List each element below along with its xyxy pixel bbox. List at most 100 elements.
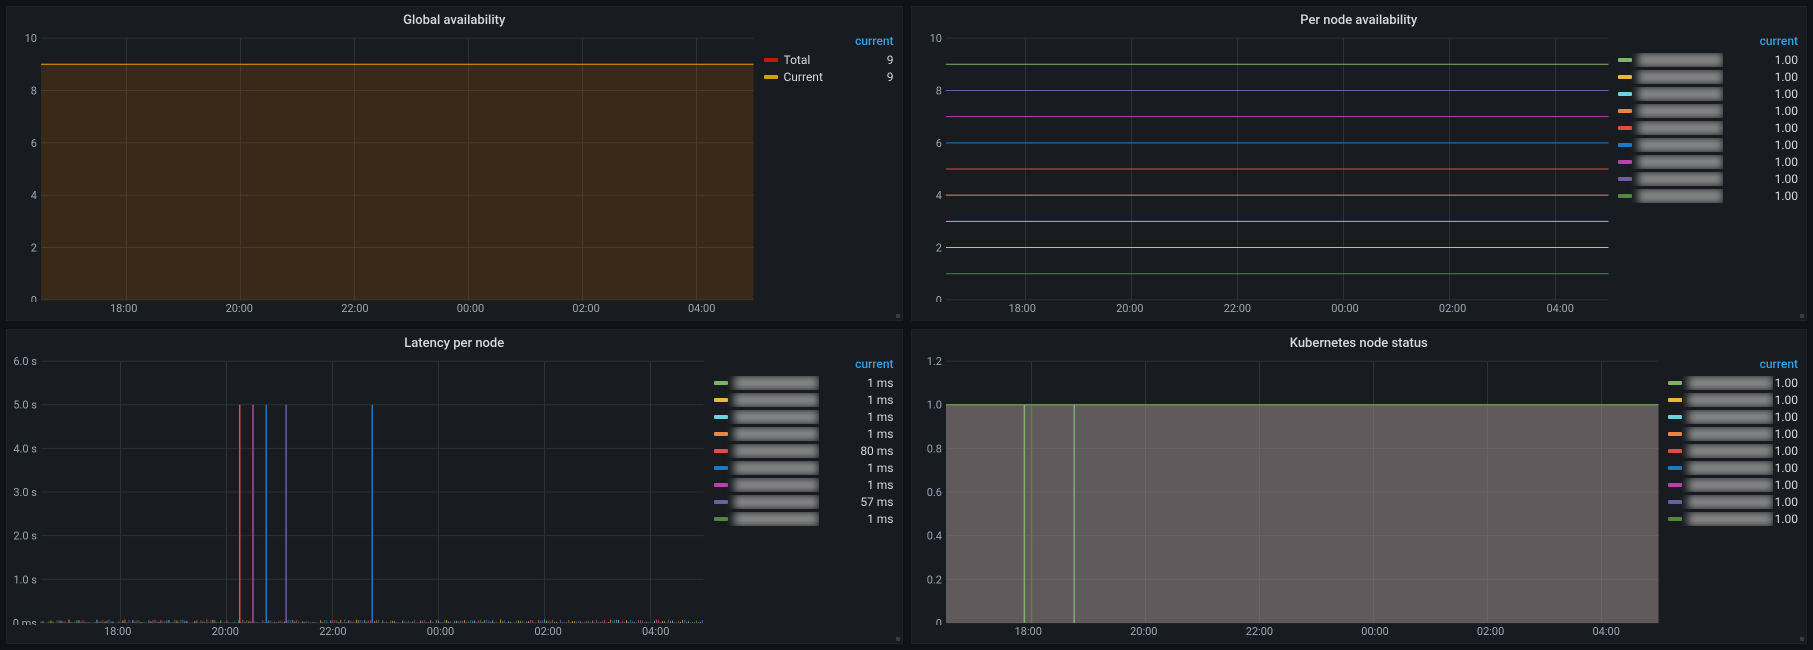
legend-header: current [764, 34, 894, 48]
legend-value: 1.00 [1775, 189, 1798, 203]
legend-item[interactable]: ██████████1 ms [714, 391, 894, 408]
legend-item[interactable]: ██████████1.00 [1618, 153, 1798, 170]
svg-text:5.0 s: 5.0 s [13, 399, 37, 412]
legend-swatch-icon [1618, 160, 1632, 164]
legend-value: 1 ms [867, 427, 893, 441]
x-tick-label: 22:00 [1246, 625, 1273, 638]
legend-item[interactable]: ██████████1.00 [1618, 136, 1798, 153]
legend-label: ██████████ [734, 495, 819, 509]
chart-plot[interactable]: 0246810 [11, 34, 758, 302]
legend-item[interactable]: ██████████1.00 [1668, 510, 1798, 527]
legend-item[interactable]: ██████████1.00 [1668, 374, 1798, 391]
svg-text:1.0: 1.0 [926, 399, 941, 412]
resize-handle-icon[interactable] [892, 310, 900, 318]
legend-value: 80 ms [860, 444, 893, 458]
legend-item[interactable]: ██████████1.00 [1668, 425, 1798, 442]
legend-label: ██████████ [734, 461, 819, 475]
legend-item[interactable]: ██████████1.00 [1668, 493, 1798, 510]
x-tick-label: 00:00 [1361, 625, 1388, 638]
legend-swatch-icon [714, 415, 728, 419]
legend-label: ██████████ [734, 444, 819, 458]
legend-value: 1.00 [1775, 138, 1798, 152]
legend-label: ██████████ [1638, 70, 1723, 84]
x-axis: 18:0020:0022:0000:0002:0004:00 [942, 625, 1665, 643]
legend-item[interactable]: ██████████ 80 ms [714, 442, 894, 459]
chart-plot[interactable]: 0246810 [916, 34, 1613, 302]
legend-value: 1.00 [1775, 495, 1798, 509]
legend-item[interactable]: Total9 [764, 51, 894, 68]
x-tick-label: 22:00 [341, 302, 368, 315]
panel-global-availability[interactable]: Global availability 0246810 18:0020:0022… [6, 6, 903, 321]
svg-text:0.2: 0.2 [926, 573, 941, 586]
legend-label: ██████████ [1688, 495, 1773, 509]
x-tick-label: 22:00 [319, 625, 346, 638]
legend-item[interactable]: Current9 [764, 68, 894, 85]
legend-item[interactable]: ██████████1.00 [1618, 85, 1798, 102]
legend-swatch-icon [1668, 415, 1682, 419]
legend-item[interactable]: ██████████1 ms [714, 510, 894, 527]
legend-item[interactable]: ██████████ 1.00 [1618, 187, 1798, 204]
panel-title: Per node availability [912, 7, 1807, 30]
legend-value: 1 ms [867, 512, 893, 526]
legend-item[interactable]: ██████████ 1.00 [1618, 68, 1798, 85]
legend-swatch-icon [764, 58, 778, 62]
x-tick-label: 04:00 [642, 625, 669, 638]
legend-swatch-icon [714, 449, 728, 453]
svg-text:0.6: 0.6 [926, 486, 941, 499]
legend-label: ██████████ [734, 376, 819, 390]
svg-text:4: 4 [935, 189, 941, 202]
legend-item[interactable]: ██████████1.00 [1618, 119, 1798, 136]
legend-item[interactable]: ██████████1.00 [1668, 391, 1798, 408]
legend-swatch-icon [1618, 143, 1632, 147]
legend-value: 1.00 [1775, 427, 1798, 441]
legend-value: 1.00 [1775, 444, 1798, 458]
legend-item[interactable]: ██████████1.00 [1618, 51, 1798, 68]
x-tick-label: 20:00 [1116, 302, 1143, 315]
legend-value: 1 ms [867, 393, 893, 407]
legend-swatch-icon [714, 381, 728, 385]
legend-item[interactable]: ██████████ 57 ms [714, 493, 894, 510]
svg-text:0 ms: 0 ms [13, 617, 38, 625]
resize-handle-icon[interactable] [1796, 310, 1804, 318]
panel-kubernetes-node-status[interactable]: Kubernetes node status 00.20.40.60.81.01… [911, 329, 1808, 644]
x-tick-label: 00:00 [457, 302, 484, 315]
svg-text:4.0 s: 4.0 s [13, 442, 37, 455]
x-tick-label: 04:00 [688, 302, 715, 315]
legend-label: ██████████ [734, 478, 819, 492]
legend-value: 1.00 [1775, 104, 1798, 118]
legend-item[interactable]: ██████████1 ms [714, 425, 894, 442]
legend-item[interactable]: ██████████1.00 [1668, 459, 1798, 476]
legend-item[interactable]: ██████████1.00 [1618, 102, 1798, 119]
legend-item[interactable]: ██████████1 ms [714, 374, 894, 391]
legend-value: 1.00 [1775, 87, 1798, 101]
svg-text:0.4: 0.4 [926, 530, 941, 543]
resize-handle-icon[interactable] [1796, 633, 1804, 641]
legend-item[interactable]: ██████████1.00 [1668, 442, 1798, 459]
legend-value: 1.00 [1775, 70, 1798, 84]
legend-label: ██████████ [1638, 189, 1723, 203]
legend-item[interactable]: ██████████1 ms [714, 408, 894, 425]
legend-label: ██████████ [1688, 376, 1773, 390]
chart-plot[interactable]: 00.20.40.60.81.01.2 [916, 357, 1663, 625]
svg-text:0: 0 [31, 294, 37, 302]
svg-text:4: 4 [31, 189, 37, 202]
x-tick-label: 20:00 [212, 625, 239, 638]
panel-latency-per-node[interactable]: Latency per node 0 ms1.0 s2.0 s3.0 s4.0 … [6, 329, 903, 644]
resize-handle-icon[interactable] [892, 633, 900, 641]
legend-header: current [1618, 34, 1798, 48]
legend-item[interactable]: ██████████1.00 [1618, 170, 1798, 187]
chart-plot[interactable]: 0 ms1.0 s2.0 s3.0 s4.0 s5.0 s6.0 s [11, 357, 708, 625]
legend-swatch-icon [1668, 381, 1682, 385]
panel-title: Kubernetes node status [912, 330, 1807, 353]
legend-item[interactable]: ██████████1 ms [714, 476, 894, 493]
legend-value: 1.00 [1775, 512, 1798, 526]
legend-item[interactable]: ██████████1.00 [1668, 408, 1798, 425]
legend-item[interactable]: ██████████1 ms [714, 459, 894, 476]
x-tick-label: 02:00 [1439, 302, 1466, 315]
legend-swatch-icon [1618, 58, 1632, 62]
legend-value: 1.00 [1775, 478, 1798, 492]
legend-swatch-icon [1668, 500, 1682, 504]
panel-per-node-availability[interactable]: Per node availability 0246810 18:0020:00… [911, 6, 1808, 321]
legend-value: 57 ms [860, 495, 893, 509]
legend-item[interactable]: ██████████1.00 [1668, 476, 1798, 493]
